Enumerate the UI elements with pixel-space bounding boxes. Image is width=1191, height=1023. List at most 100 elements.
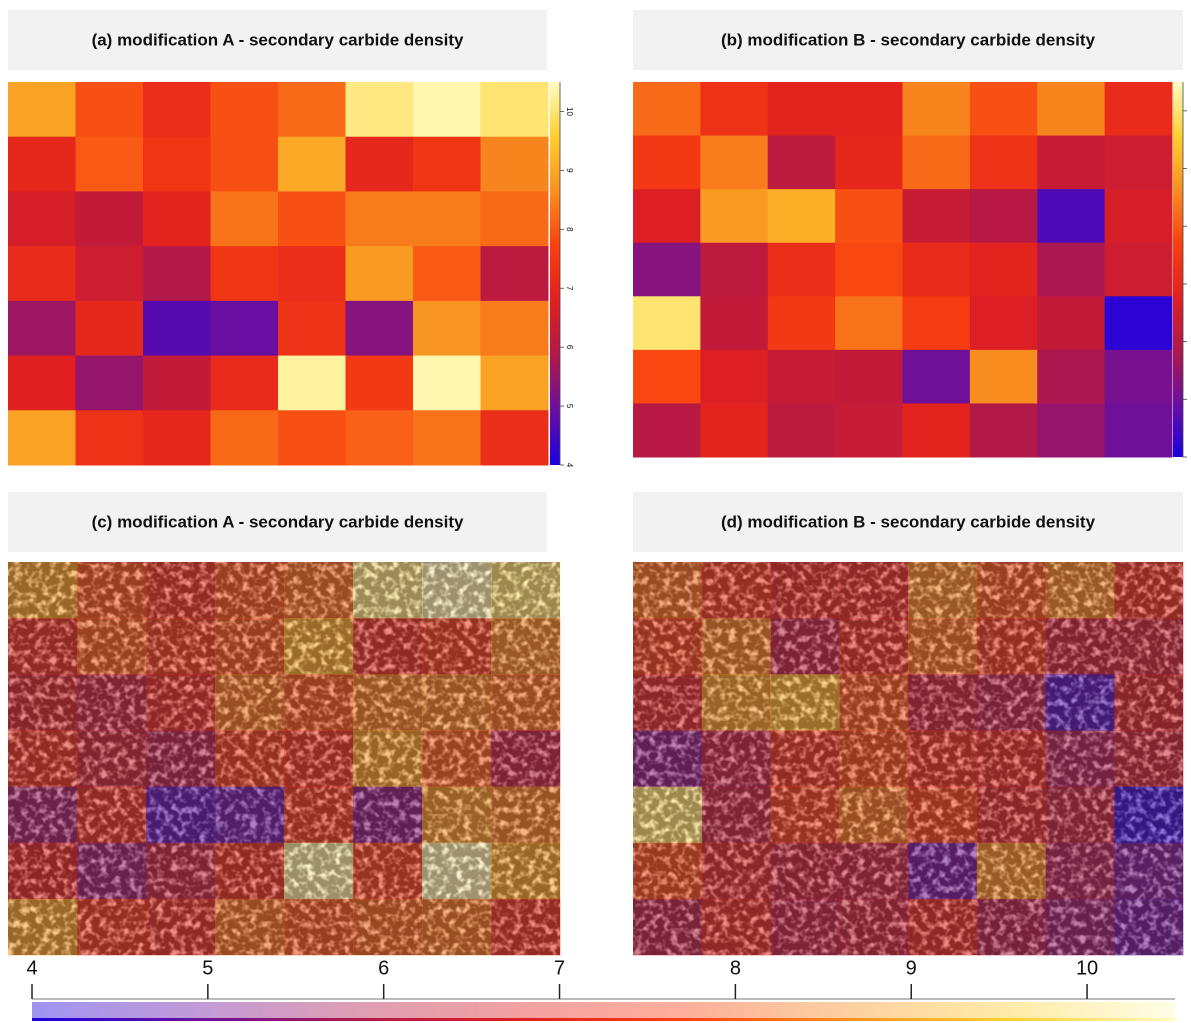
heatmap-cell bbox=[969, 135, 1038, 190]
overlay-cell bbox=[633, 674, 703, 731]
heatmap-cell bbox=[345, 410, 414, 466]
overlay-cell bbox=[146, 562, 216, 619]
overlay-cell bbox=[491, 730, 561, 788]
heatmap-cell bbox=[345, 82, 414, 138]
colorbar-tick-label: 7 bbox=[565, 286, 574, 291]
colorbar bbox=[1173, 82, 1183, 457]
overlay-cell bbox=[491, 786, 561, 844]
heatmap-cell bbox=[8, 355, 76, 411]
overlay-cell bbox=[422, 562, 492, 619]
overlay-cell bbox=[839, 674, 909, 731]
colorbar bbox=[550, 82, 560, 465]
heatmap-cell bbox=[835, 403, 903, 458]
overlay-cell bbox=[146, 786, 216, 844]
overlay-cell bbox=[77, 898, 147, 956]
overlay-cell bbox=[215, 842, 285, 900]
colorbar-tick-label: 10 bbox=[565, 107, 574, 116]
heatmap-cell bbox=[835, 82, 903, 137]
heatmap-cell bbox=[278, 355, 346, 411]
heatmap-cell bbox=[700, 242, 769, 297]
heatmap-cell bbox=[8, 136, 76, 192]
overlay-cell bbox=[1114, 562, 1184, 619]
heatmap-cell bbox=[413, 136, 481, 192]
heatmap-cell bbox=[345, 136, 414, 192]
heatmap-cell bbox=[902, 296, 971, 351]
heatmap-cell bbox=[969, 82, 1038, 137]
overlay-cell bbox=[908, 898, 978, 956]
overlay-cell bbox=[770, 786, 840, 844]
overlay-cell bbox=[701, 786, 771, 844]
heatmap-cell bbox=[75, 136, 144, 192]
heatmap-cell bbox=[8, 410, 76, 466]
overlay-cell bbox=[1045, 842, 1115, 900]
overlay-cell bbox=[8, 674, 78, 731]
heatmap-cell bbox=[413, 82, 481, 138]
panel-title: (a) modification A - secondary carbide d… bbox=[92, 30, 464, 49]
overlay-cell bbox=[976, 898, 1046, 956]
overlay-cell bbox=[976, 674, 1046, 731]
heatmap-cell bbox=[143, 410, 211, 466]
overlay-cell bbox=[908, 562, 978, 619]
overlay-cell bbox=[215, 730, 285, 788]
overlay-cell bbox=[633, 618, 703, 675]
colorbar-tick-label: 4 bbox=[26, 957, 37, 979]
title-box bbox=[8, 492, 547, 552]
overlay-cell bbox=[1045, 786, 1115, 844]
heatmap-cell bbox=[413, 246, 481, 302]
heatmap-cell bbox=[8, 246, 76, 302]
overlay-cell bbox=[1114, 898, 1184, 956]
overlay-cell bbox=[701, 898, 771, 956]
overlay-cell bbox=[353, 898, 423, 956]
colorbar-tick-label: 6 bbox=[378, 957, 389, 979]
overlay-cell bbox=[77, 842, 147, 900]
overlay-cell bbox=[146, 730, 216, 788]
colorbar-strip bbox=[32, 1018, 1175, 1021]
overlay-cell bbox=[77, 674, 147, 731]
overlay-cell bbox=[8, 898, 78, 956]
overlay-cell bbox=[284, 786, 354, 844]
overlay-cell bbox=[284, 730, 354, 788]
overlay-cell bbox=[1114, 674, 1184, 731]
heatmap-cell bbox=[700, 403, 769, 458]
heatmap-cell bbox=[345, 191, 414, 247]
heatmap-cell bbox=[75, 246, 144, 302]
heatmap-cell bbox=[969, 189, 1038, 244]
colorbar-tick-label: 9 bbox=[565, 168, 574, 173]
overlay-cell bbox=[8, 618, 78, 675]
heatmap-cell bbox=[1037, 349, 1106, 404]
overlay-cell bbox=[701, 674, 771, 731]
overlay-cell bbox=[284, 674, 354, 731]
heatmap-cell bbox=[700, 135, 769, 190]
heatmap-cell bbox=[633, 349, 701, 404]
heatmap-cell bbox=[1037, 296, 1106, 351]
overlay-cell bbox=[77, 562, 147, 619]
overlay-cell bbox=[422, 786, 492, 844]
overlay-cell bbox=[215, 562, 285, 619]
overlay-cell bbox=[633, 842, 703, 900]
heatmap-cell bbox=[767, 242, 836, 297]
heatmap-cell bbox=[210, 191, 279, 247]
overlay-cell bbox=[422, 674, 492, 731]
heatmap-cell bbox=[1037, 189, 1106, 244]
overlay-cell bbox=[839, 786, 909, 844]
heatmap-cell bbox=[143, 191, 211, 247]
heatmap-cell bbox=[413, 300, 481, 357]
heatmap-cell bbox=[345, 300, 414, 357]
heatmap-cell bbox=[345, 246, 414, 302]
colorbar-tick-label: 7 bbox=[554, 957, 565, 979]
heatmap-cell bbox=[835, 189, 903, 244]
overlay-cell bbox=[770, 898, 840, 956]
overlay-cell bbox=[215, 674, 285, 731]
overlay-cell bbox=[1045, 618, 1115, 675]
heatmap-cell bbox=[700, 82, 769, 137]
heatmap-cell bbox=[633, 82, 701, 137]
heatmap-cell bbox=[480, 246, 549, 302]
overlay-cell bbox=[770, 842, 840, 900]
heatmap-cell bbox=[345, 355, 414, 411]
heatmap-cell bbox=[633, 296, 701, 351]
panel-title: (c) modification A - secondary carbide d… bbox=[92, 512, 464, 531]
heatmap-cell bbox=[902, 242, 971, 297]
heatmap-cell bbox=[480, 136, 549, 192]
heatmap-cell bbox=[1037, 242, 1106, 297]
heatmap-cell bbox=[1037, 135, 1106, 190]
